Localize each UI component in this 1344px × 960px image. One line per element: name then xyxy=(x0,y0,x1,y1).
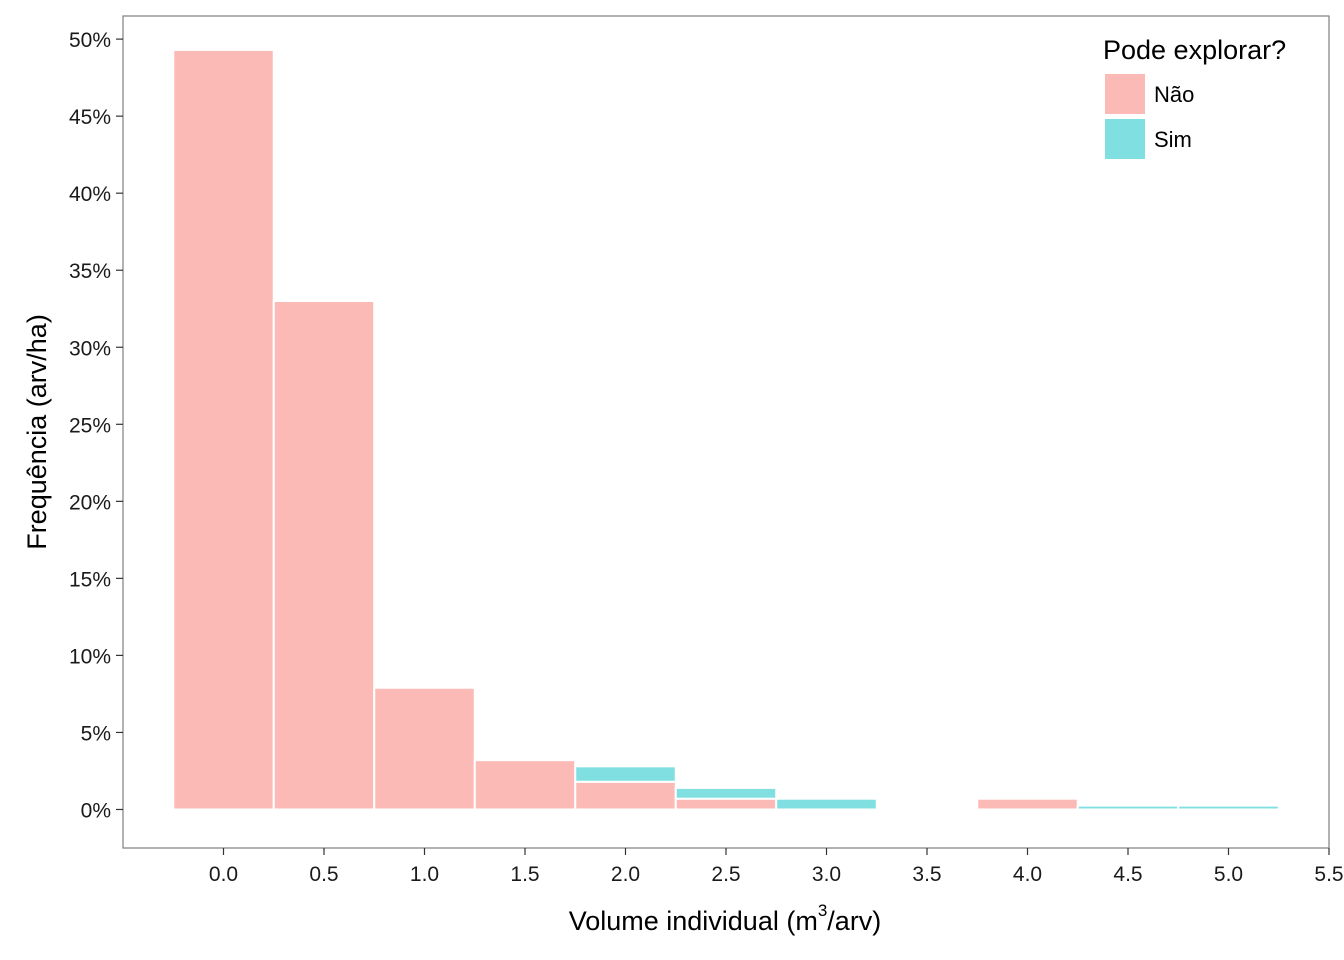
legend-label-n-o: Não xyxy=(1154,82,1194,107)
x-tick-label: 0.0 xyxy=(209,863,238,886)
y-tick-label: 15% xyxy=(69,568,111,591)
bar-n-o-0 xyxy=(172,48,275,811)
bar-n-o-2 xyxy=(373,686,476,811)
x-axis: 0.0 0.5 1.0 1.5 2.0 2.5 3.0 3.5 4.0 4.5 5.0 5.5 xyxy=(209,848,1344,886)
y-tick-label: 10% xyxy=(69,645,111,668)
x-tick-label: 1.5 xyxy=(510,863,539,886)
bar-n-o-5 xyxy=(674,797,778,811)
y-tick-label: 35% xyxy=(69,260,111,283)
bars-layer xyxy=(172,48,1280,811)
y-axis-title: Frequência (arv/ha) xyxy=(22,314,52,550)
x-tick-label: 5.0 xyxy=(1214,863,1243,886)
x-tick-label: 2.0 xyxy=(611,863,640,886)
x-axis-title-superscript: 3 xyxy=(818,901,827,920)
x-tick-label: 2.5 xyxy=(711,863,740,886)
y-axis: 0% 5% 10% 15% 20% 25% 30% 35% 40% 45% 50% xyxy=(69,29,123,822)
y-tick-label: 45% xyxy=(69,106,111,129)
y-tick-label: 50% xyxy=(69,29,111,52)
x-axis-title-prefix: Volume individual (m xyxy=(569,906,818,936)
bar-sim-6 xyxy=(775,797,878,811)
bar-sim-9 xyxy=(1076,804,1180,811)
legend-label-sim: Sim xyxy=(1154,127,1192,152)
y-tick-label: 40% xyxy=(69,183,111,206)
bar-n-o-3 xyxy=(473,759,577,811)
x-tick-label: 3.0 xyxy=(812,863,841,886)
x-tick-label: 3.5 xyxy=(912,863,941,886)
legend-key-n-o xyxy=(1105,74,1145,114)
y-tick-label: 20% xyxy=(69,491,111,514)
x-tick-label: 1.0 xyxy=(410,863,439,886)
y-tick-label: 5% xyxy=(81,722,111,745)
bar-sim-10 xyxy=(1177,804,1280,811)
y-tick-label: 25% xyxy=(69,414,111,437)
bar-sim-5 xyxy=(674,786,778,800)
x-axis-title: Volume individual (m3/arv) xyxy=(569,901,882,936)
y-tick-label: 0% xyxy=(81,799,111,822)
legend-title: Pode explorar? xyxy=(1103,35,1286,65)
legend-key-sim xyxy=(1105,119,1145,159)
legend: Pode explorar? Não Sim xyxy=(1103,35,1286,159)
bar-sim-4 xyxy=(574,765,677,783)
bar-n-o-8 xyxy=(976,797,1079,811)
x-tick-label: 4.5 xyxy=(1113,863,1142,886)
bar-n-o-4 xyxy=(574,780,677,811)
y-tick-label: 30% xyxy=(69,337,111,360)
x-axis-title-suffix: /arv) xyxy=(827,906,881,936)
x-tick-label: 0.5 xyxy=(309,863,338,886)
x-tick-label: 5.5 xyxy=(1314,863,1343,886)
x-tick-label: 4.0 xyxy=(1013,863,1042,886)
bar-n-o-1 xyxy=(272,300,376,811)
